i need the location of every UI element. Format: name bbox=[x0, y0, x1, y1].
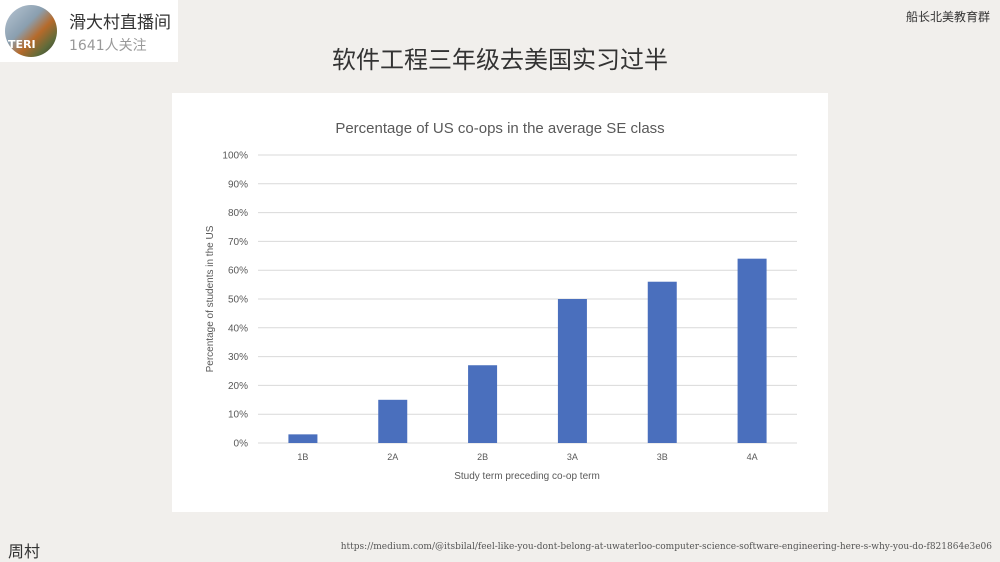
source-url: https://medium.com/@itsbilal/feel-like-y… bbox=[340, 542, 992, 552]
y-tick-label: 40% bbox=[228, 323, 248, 334]
x-tick-label: 1B bbox=[297, 452, 308, 462]
y-tick-label: 50% bbox=[228, 295, 248, 306]
slide-title: 软件工程三年级去美国实习过半 bbox=[332, 46, 668, 74]
bar-chart: Percentage of US co-ops in the average S… bbox=[205, 120, 797, 482]
x-tick-label: 3B bbox=[657, 452, 668, 462]
x-tick-label: 4A bbox=[747, 452, 758, 462]
chart-panel: Percentage of US co-ops in the average S… bbox=[172, 93, 828, 512]
y-tick-label: 30% bbox=[228, 352, 248, 363]
chart-title: Percentage of US co-ops in the average S… bbox=[335, 120, 664, 137]
x-tick-label: 2B bbox=[477, 452, 488, 462]
bar-2B bbox=[468, 365, 498, 443]
bar-2A bbox=[378, 399, 408, 443]
y-tick-label: 80% bbox=[228, 208, 248, 219]
x-axis-label: Study term preceding co-op term bbox=[454, 471, 600, 482]
channel-name: 滑大村直播间 bbox=[69, 12, 171, 33]
avatar: TERI bbox=[5, 5, 57, 57]
follower-count: 1641人关注 bbox=[69, 37, 147, 54]
author-name: 周村 bbox=[8, 542, 41, 561]
y-tick-label: 100% bbox=[222, 151, 248, 162]
bar-1B bbox=[288, 434, 318, 443]
y-tick-label: 10% bbox=[228, 410, 248, 421]
y-tick-label: 0% bbox=[234, 439, 249, 450]
bar-3A bbox=[557, 299, 587, 443]
bar-4A bbox=[737, 258, 767, 443]
x-tick-label: 3A bbox=[567, 452, 578, 462]
bar-3B bbox=[647, 281, 677, 443]
y-axis-label: Percentage of students in the US bbox=[205, 225, 216, 372]
x-tick-label: 2A bbox=[387, 452, 398, 462]
y-tick-label: 70% bbox=[228, 237, 248, 248]
y-tick-label: 20% bbox=[228, 381, 248, 392]
y-tick-label: 90% bbox=[228, 179, 248, 190]
channel-badge: TERI 滑大村直播间 1641人关注 bbox=[0, 0, 178, 62]
watermark-text: 船长北美教育群 bbox=[905, 10, 990, 24]
y-tick-label: 60% bbox=[228, 266, 248, 277]
